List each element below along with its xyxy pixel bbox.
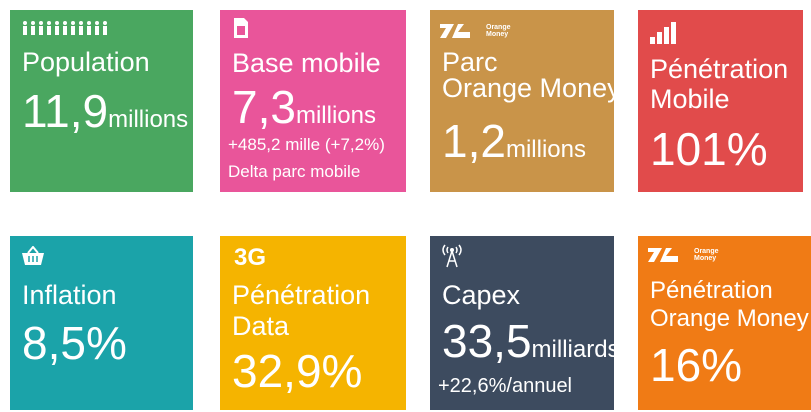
orange-money-icon	[648, 248, 678, 262]
unit: millions	[295, 102, 376, 129]
tile-population: Population 11,9millions	[10, 10, 193, 192]
logo-line: Money	[694, 255, 717, 262]
label: Mobile	[650, 84, 730, 114]
label: Population	[22, 47, 150, 77]
badge: 3G	[234, 244, 267, 271]
label: Data	[232, 311, 290, 341]
value-number: 33,5	[442, 315, 532, 367]
value: 32,9%	[232, 345, 363, 397]
label: Base mobile	[232, 48, 381, 78]
logo-line: Orange	[486, 24, 511, 31]
tile-penetration-data: 3G Pénétration Data 32,9%	[220, 236, 406, 410]
label: Pénétration	[650, 54, 789, 84]
label: Orange Money	[442, 73, 614, 103]
tile-base-mobile: Base mobile 7,3millions +485,2 mille (+7…	[220, 10, 406, 192]
value: 7,3millions	[232, 82, 376, 141]
tile-capex: Capex 33,5milliards +22,6%/annuel	[430, 236, 614, 410]
tile-parc-orange-money: Orange Money Parc Orange Money 1,2million…	[430, 10, 614, 192]
logo-text: Orange Money	[694, 248, 719, 262]
unit: millions	[505, 136, 586, 163]
label: Inflation	[22, 280, 117, 310]
value-number: 7,3	[232, 81, 296, 133]
logo-line: Money	[486, 31, 509, 38]
antenna-icon	[442, 244, 462, 268]
label: Pénétration	[650, 277, 773, 304]
value: 101%	[650, 123, 768, 175]
note: +485,2 mille (+7,2%)	[228, 135, 385, 154]
orange-money-icon	[440, 24, 470, 38]
value-number: 1,2	[442, 115, 506, 167]
label: Pénétration	[232, 280, 371, 310]
value: 33,5milliards	[442, 316, 614, 375]
people-icon	[23, 21, 107, 35]
signal-icon	[650, 22, 676, 44]
value: 11,9millions	[22, 86, 188, 145]
tile-penetration-mobile: Pénétration Mobile 101%	[638, 10, 803, 192]
value-number: 11,9	[22, 85, 109, 137]
label: Orange Money	[650, 305, 809, 332]
sim-icon	[234, 18, 248, 38]
tile-penetration-orange-money: Orange Money Pénétration Orange Money 16%	[638, 236, 811, 410]
label: Parc	[442, 47, 498, 77]
note: +22,6%/annuel	[438, 375, 573, 397]
basket-icon	[22, 246, 44, 265]
value: 8,5%	[22, 317, 127, 369]
logo-line: Orange	[694, 248, 719, 255]
label: Capex	[442, 280, 521, 310]
tile-inflation: Inflation 8,5%	[10, 236, 193, 410]
logo-text: Orange Money	[486, 24, 511, 38]
value: 16%	[650, 339, 743, 391]
value: 1,2millions	[442, 116, 586, 175]
note: Delta parc mobile	[228, 162, 361, 181]
unit: millions	[108, 106, 189, 133]
unit: milliards	[531, 336, 614, 363]
